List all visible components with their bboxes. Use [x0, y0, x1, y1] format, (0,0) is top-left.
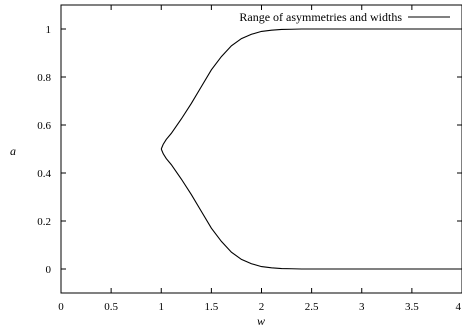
x-tick-label-3: 1.5: [205, 301, 219, 313]
y-tick-label-0: 0: [46, 264, 52, 276]
series-line-upper: [160, 28, 462, 150]
tick-marks: [60, 5, 462, 293]
legend: Range of asymmetries and widths: [239, 10, 450, 24]
plot-frame: [60, 4, 462, 294]
x-tick-label-1: 0.5: [104, 301, 118, 313]
legend-label: Range of asymmetries and widths: [239, 10, 402, 24]
series-lines: [160, 28, 462, 270]
y-tick-label-2: 0.4: [37, 168, 51, 180]
tick-labels: 0 0.5 1 1.5 2 2.5 3 3.5 4 0 0.2 0.4 0.6 0.8 1: [37, 24, 461, 313]
y-tick-label-1: 0.2: [37, 216, 51, 228]
x-tick-label-8: 4: [456, 301, 462, 313]
x-axis-label: w: [257, 314, 265, 328]
y-tick-label-3: 0.6: [37, 120, 51, 132]
y-axis-label: a: [10, 144, 16, 158]
x-tick-label-2: 1: [159, 301, 165, 313]
x-tick-label-6: 3: [359, 301, 365, 313]
x-tick-label-7: 3.5: [405, 301, 419, 313]
y-tick-label-5: 1: [46, 24, 52, 36]
x-tick-label-4: 2: [259, 301, 265, 313]
x-tick-label-5: 2.5: [305, 301, 319, 313]
x-tick-label-0: 0: [58, 301, 64, 313]
y-tick-label-4: 0.8: [37, 72, 51, 84]
series-line-lower: [160, 148, 462, 270]
